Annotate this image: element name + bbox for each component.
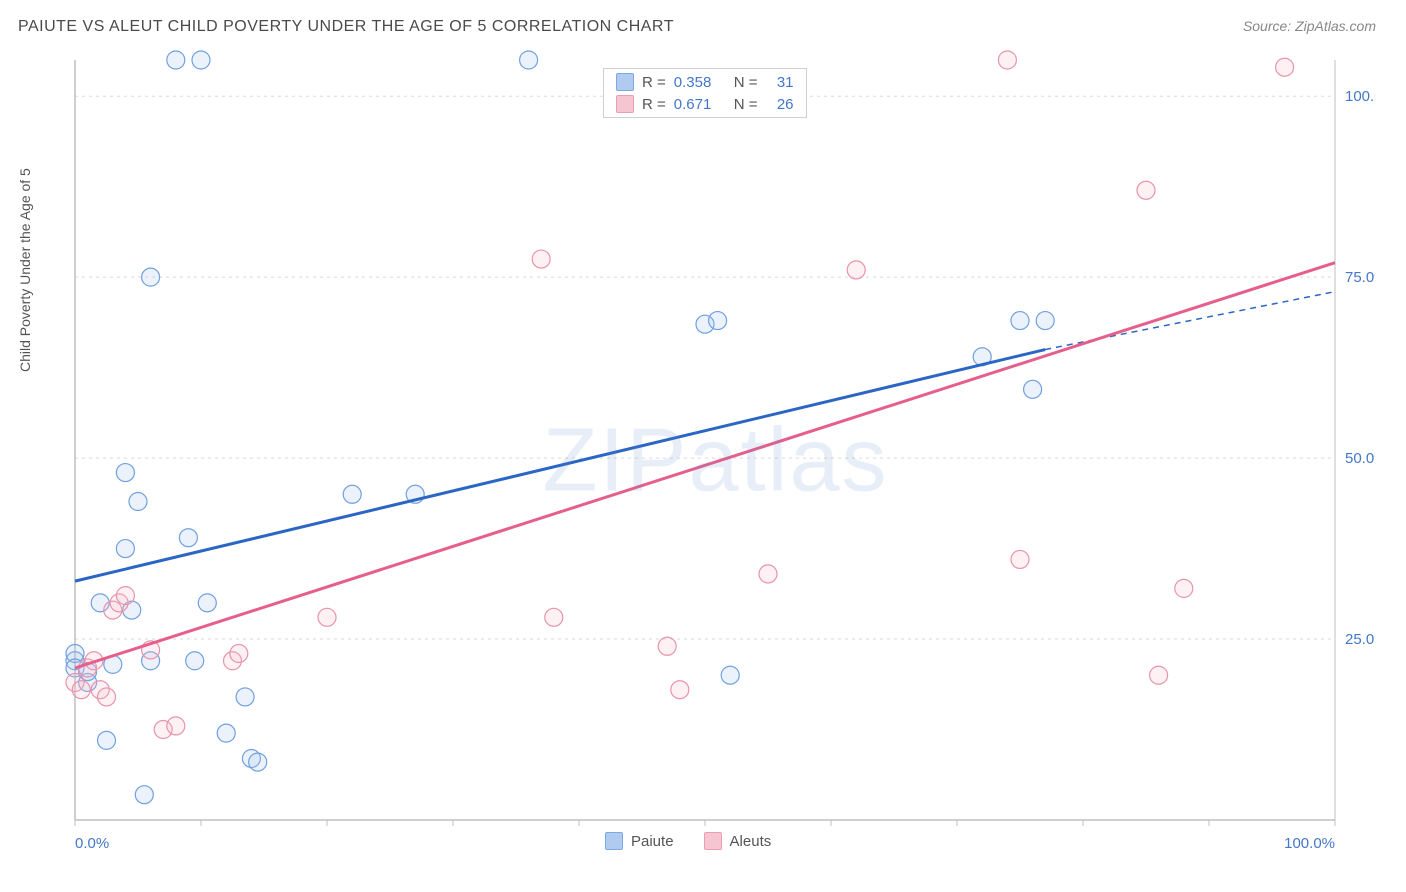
series-legend-item: Paiute <box>605 832 674 850</box>
data-point <box>545 608 563 626</box>
data-point <box>671 681 689 699</box>
legend-n-label: N = <box>734 74 758 91</box>
data-point <box>318 608 336 626</box>
regression-line <box>75 350 1045 582</box>
data-point <box>217 724 235 742</box>
data-point <box>709 312 727 330</box>
legend-n-value: 26 <box>766 96 794 113</box>
data-point <box>142 268 160 286</box>
data-point <box>179 529 197 547</box>
legend-swatch <box>616 73 634 91</box>
data-point <box>520 51 538 69</box>
data-point <box>1175 579 1193 597</box>
data-point <box>116 540 134 558</box>
correlation-legend: R = 0.358 N = 31 R = 0.671 N = 26 <box>603 68 807 118</box>
data-point <box>1137 181 1155 199</box>
legend-r-value: 0.671 <box>674 96 726 113</box>
data-point <box>135 786 153 804</box>
series-legend-item: Aleuts <box>704 832 772 850</box>
data-point <box>98 731 116 749</box>
data-point <box>116 464 134 482</box>
data-point <box>759 565 777 583</box>
data-point <box>167 717 185 735</box>
data-point <box>167 51 185 69</box>
data-point <box>98 688 116 706</box>
data-point <box>721 666 739 684</box>
y-axis-label: Child Poverty Under the Age of 5 <box>17 168 33 372</box>
y-tick-label: 75.0% <box>1345 269 1375 286</box>
legend-r-label: R = <box>642 74 666 91</box>
data-point <box>72 681 90 699</box>
data-point <box>249 753 267 771</box>
legend-n-label: N = <box>734 96 758 113</box>
series-legend: Paiute Aleuts <box>605 832 771 850</box>
data-point <box>1036 312 1054 330</box>
data-point <box>658 637 676 655</box>
legend-r-label: R = <box>642 96 666 113</box>
data-point <box>998 51 1016 69</box>
data-point <box>1024 380 1042 398</box>
data-point <box>1011 550 1029 568</box>
legend-swatch <box>616 95 634 113</box>
legend-swatch <box>605 832 623 850</box>
data-point <box>532 250 550 268</box>
data-point <box>1276 58 1294 76</box>
data-point <box>192 51 210 69</box>
y-tick-label: 100.0% <box>1345 88 1375 105</box>
x-tick-label: 100.0% <box>1284 835 1335 852</box>
data-point <box>847 261 865 279</box>
source-attribution: Source: ZipAtlas.com <box>1243 18 1376 34</box>
x-tick-label: 0.0% <box>75 835 109 852</box>
y-tick-label: 25.0% <box>1345 631 1375 648</box>
legend-n-value: 31 <box>766 74 794 91</box>
y-tick-label: 50.0% <box>1345 450 1375 467</box>
data-point <box>186 652 204 670</box>
legend-r-value: 0.358 <box>674 74 726 91</box>
data-point <box>236 688 254 706</box>
series-label: Paiute <box>631 833 674 850</box>
scatter-chart: 25.0% 50.0% 75.0% 100.0% 0.0% 100.0% <box>35 50 1375 870</box>
data-point <box>1150 666 1168 684</box>
data-point <box>129 493 147 511</box>
legend-swatch <box>704 832 722 850</box>
legend-row: R = 0.358 N = 31 <box>616 73 794 91</box>
data-point <box>116 587 134 605</box>
data-point <box>198 594 216 612</box>
data-point <box>343 485 361 503</box>
data-point <box>1011 312 1029 330</box>
legend-row: R = 0.671 N = 26 <box>616 95 794 113</box>
data-point <box>230 645 248 663</box>
chart-title: PAIUTE VS ALEUT CHILD POVERTY UNDER THE … <box>18 18 674 36</box>
chart-container: Child Poverty Under the Age of 5 25.0%50… <box>35 50 1396 882</box>
series-label: Aleuts <box>730 833 772 850</box>
